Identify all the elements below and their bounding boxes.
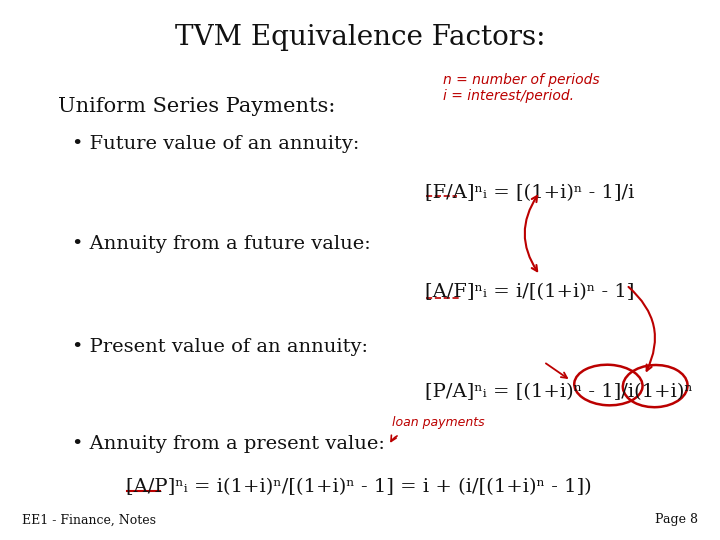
Text: [F/A]ⁿᵢ = [(1+i)ⁿ - 1]/i: [F/A]ⁿᵢ = [(1+i)ⁿ - 1]/i [425,184,634,201]
Text: EE1 - Finance, Notes: EE1 - Finance, Notes [22,514,156,526]
Text: [A/P]ⁿᵢ = i(1+i)ⁿ/[(1+i)ⁿ - 1] = i + (i/[(1+i)ⁿ - 1]): [A/P]ⁿᵢ = i(1+i)ⁿ/[(1+i)ⁿ - 1] = i + (i/… [126,478,592,496]
Text: [A/F]ⁿᵢ = i/[(1+i)ⁿ - 1]: [A/F]ⁿᵢ = i/[(1+i)ⁿ - 1] [425,284,634,301]
Text: Page 8: Page 8 [655,514,698,526]
Text: loan payments: loan payments [392,416,485,429]
Text: • Annuity from a present value:: • Annuity from a present value: [72,435,385,453]
Text: n = number of periods
i = interest/period.: n = number of periods i = interest/perio… [443,73,600,103]
Text: • Present value of an annuity:: • Present value of an annuity: [72,338,368,355]
Text: TVM Equivalence Factors:: TVM Equivalence Factors: [175,24,545,51]
Text: Uniform Series Payments:: Uniform Series Payments: [58,97,335,116]
Text: [P/A]ⁿᵢ = [(1+i)ⁿ - 1]/i(1+i)ⁿ: [P/A]ⁿᵢ = [(1+i)ⁿ - 1]/i(1+i)ⁿ [425,383,693,401]
Text: • Annuity from a future value:: • Annuity from a future value: [72,235,371,253]
Text: • Future value of an annuity:: • Future value of an annuity: [72,135,359,153]
